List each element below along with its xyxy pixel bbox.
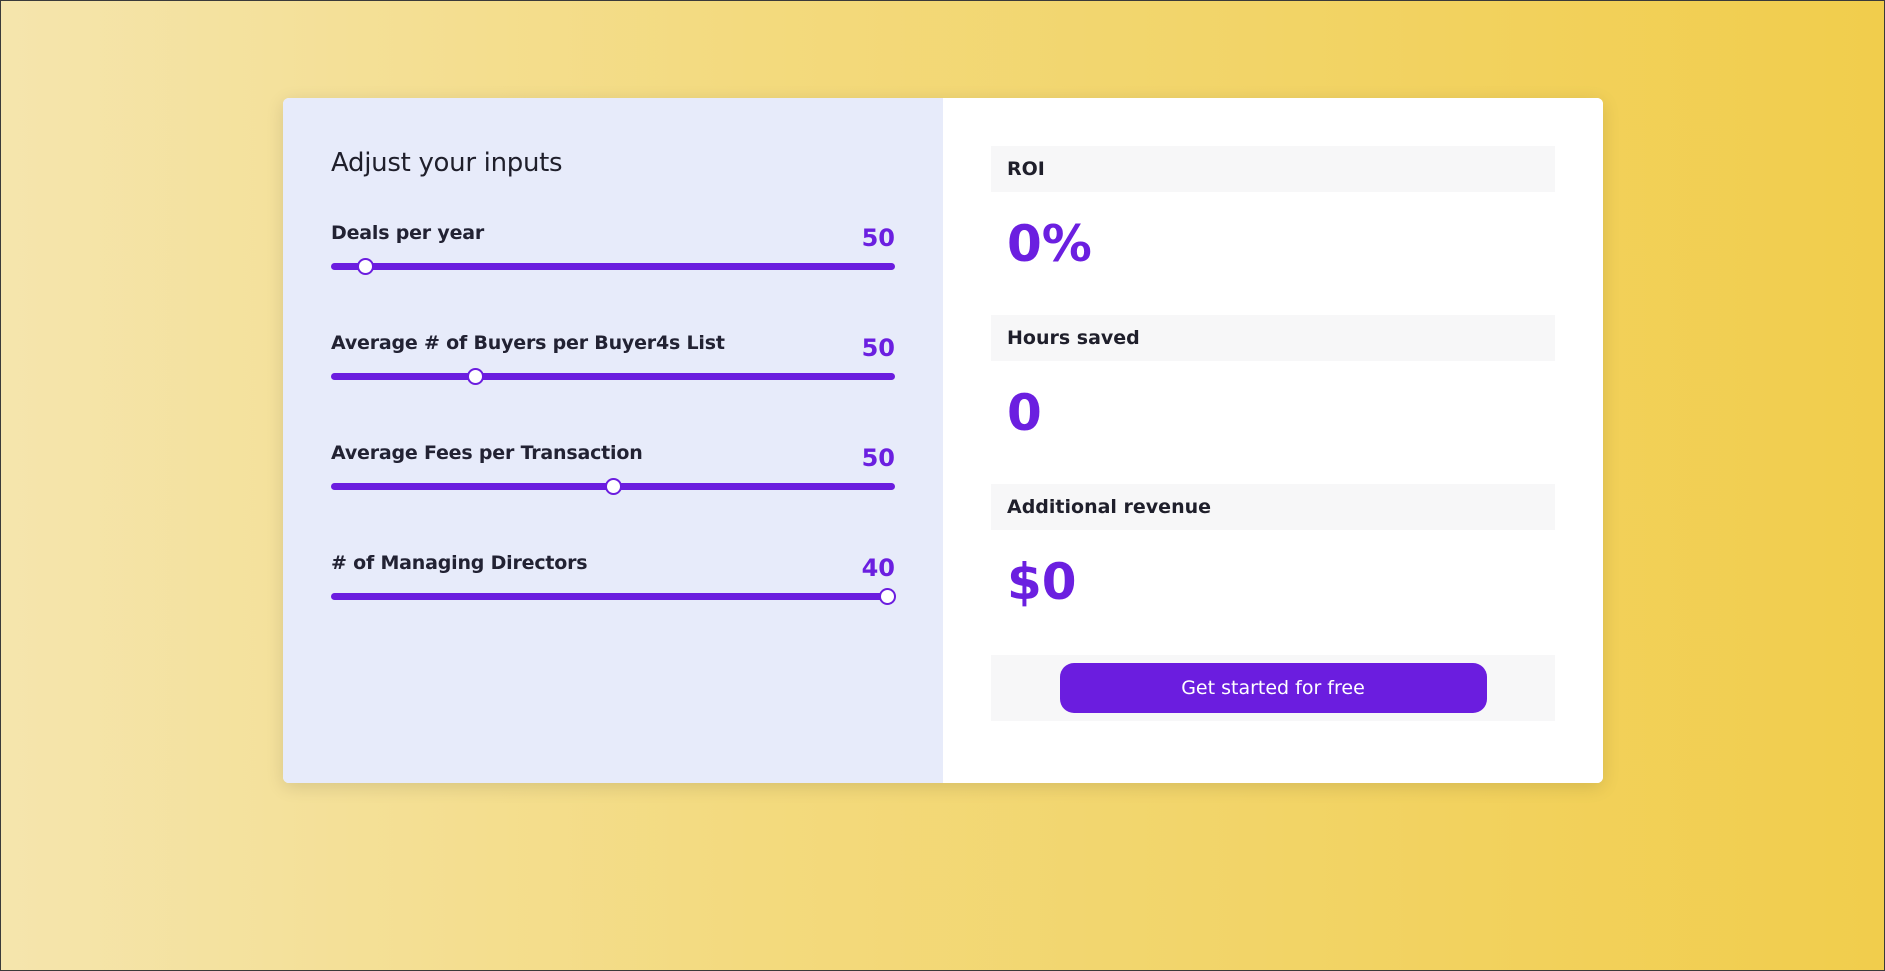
slider-average-buyers: Average # of Buyers per Buyer4s List 50 [331, 332, 895, 442]
slider-track[interactable] [331, 588, 896, 605]
slider-average-fees: Average Fees per Transaction 50 [331, 442, 895, 552]
roi-value: 0% [1007, 215, 1092, 273]
slider-label: # of Managing Directors [331, 552, 588, 574]
slider-thumb[interactable] [466, 368, 484, 385]
inputs-panel: Adjust your inputs Deals per year 50 Ave… [283, 98, 943, 783]
slider-value: 50 [861, 224, 895, 252]
slider-label: Deals per year [331, 222, 485, 244]
roi-calculator-card: Adjust your inputs Deals per year 50 Ave… [283, 98, 1603, 783]
inputs-title: Adjust your inputs [331, 148, 563, 178]
hours-saved-value: 0 [1007, 384, 1042, 442]
roi-label: ROI [991, 146, 1555, 192]
slider-thumb[interactable] [356, 258, 374, 275]
slider-track[interactable] [331, 368, 895, 385]
slider-thumb[interactable] [605, 478, 622, 495]
slider-value: 50 [861, 334, 895, 362]
slider-label: Average Fees per Transaction [331, 442, 643, 464]
slider-track[interactable] [331, 258, 895, 275]
slider-track[interactable] [331, 478, 895, 495]
cta-container: Get started for free [991, 655, 1555, 721]
additional-revenue-label: Additional revenue [991, 484, 1555, 530]
hours-saved-label: Hours saved [991, 315, 1555, 361]
slider-thumb[interactable] [878, 588, 896, 605]
slider-deals-per-year: Deals per year 50 [331, 222, 895, 332]
slider-value: 40 [861, 554, 895, 582]
results-panel: ROI 0% Hours saved 0 Additional revenue … [943, 98, 1603, 783]
slider-label: Average # of Buyers per Buyer4s List [331, 332, 725, 354]
additional-revenue-value: $0 [1007, 553, 1077, 611]
slider-value: 50 [861, 444, 895, 472]
get-started-button[interactable]: Get started for free [1059, 663, 1487, 713]
slider-managing-directors: # of Managing Directors 40 [331, 552, 896, 662]
